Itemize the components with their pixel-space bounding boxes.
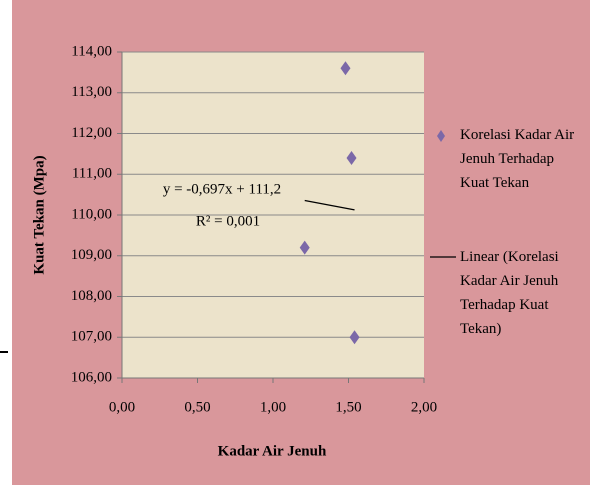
x-tick-label: 1,50 [335,399,361,415]
y-tick-label: 111,00 [72,166,112,182]
y-tick-label: 110,00 [71,206,112,222]
y-tick-label: 114,00 [71,43,112,59]
y-axis-title: Kuat Tekan (Mpa) [31,155,47,274]
point [349,330,360,345]
legend-trendline: Linear (Korelasi Kadar Air Jenuh Terhada… [460,249,559,337]
trendline-r2: R² = 0,001 [196,213,260,229]
point [340,61,351,76]
y-tick-label: 108,00 [71,288,112,304]
trendline-equation: y = -0,697x + 111,2 [163,181,281,197]
x-tick-label: 0,50 [184,399,210,415]
legend-series: Korelasi Kadar Air Jenuh Terhadap Kuat T… [460,127,575,191]
trendline [304,199,355,211]
x-tick-label: 1,00 [260,399,286,415]
point [299,240,310,255]
x-tick-label: 2,00 [411,399,437,415]
x-axis-title: Kadar Air Jenuh [218,443,327,459]
y-tick-label: 113,00 [71,84,112,100]
point [346,150,357,165]
y-tick-label: 107,00 [71,329,112,345]
x-tick-label: 0,00 [109,399,135,415]
y-tick-label: 106,00 [71,369,112,385]
y-tick-label: 112,00 [71,125,112,141]
y-tick-label: 109,00 [71,247,112,263]
legend-series-swatch [437,130,445,142]
